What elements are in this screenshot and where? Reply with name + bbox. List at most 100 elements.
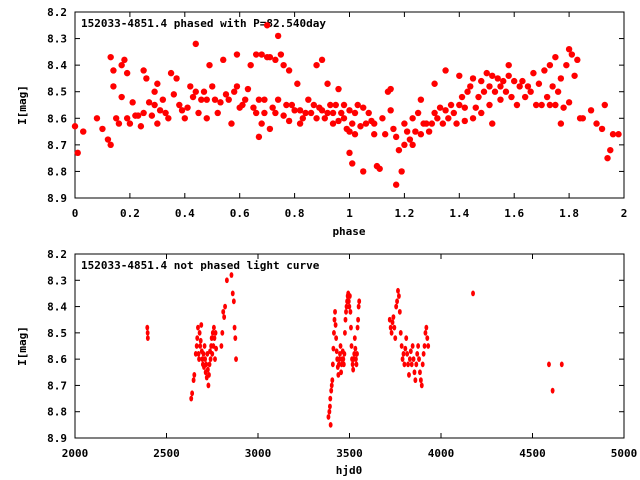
- data-point-phased: [313, 61, 320, 69]
- data-point-phased: [140, 109, 147, 117]
- data-point-phased: [360, 104, 367, 111]
- data-point-phased: [252, 51, 260, 58]
- data-point-raw: [233, 335, 238, 341]
- data-point-raw: [350, 361, 355, 368]
- data-point-phased: [351, 109, 359, 117]
- data-point-raw: [400, 356, 405, 363]
- chart-title-phased: 152033-4851.4 phased with P=82.540day: [81, 17, 326, 30]
- data-point-raw: [423, 329, 428, 336]
- data-point-raw: [210, 329, 215, 336]
- axis-ticks-phased: 0 0.2 0.4 0.6 0.8 1 1.2 1.4 1.6 1.8 2 8.2 8.3 8.4 8.5 8…: [47, 6, 627, 220]
- data-point-phased: [112, 115, 120, 122]
- data-point-phased: [154, 120, 161, 127]
- data-point-phased: [379, 115, 386, 122]
- data-point-phased: [239, 101, 246, 109]
- data-point-raw: [421, 351, 426, 357]
- data-point-phased: [489, 72, 496, 79]
- data-point-phased: [472, 104, 479, 111]
- data-point-phased: [478, 109, 485, 117]
- data-point-phased: [607, 146, 614, 154]
- data-point-raw: [201, 351, 206, 357]
- data-point-raw: [396, 287, 400, 294]
- y-tick-label-phased: 8.5: [47, 86, 67, 99]
- x-tick-label-phased: 1.4: [449, 207, 469, 220]
- data-point-phased: [104, 136, 112, 143]
- data-point-raw: [204, 361, 209, 368]
- data-point-phased: [524, 83, 532, 90]
- data-point-phased: [593, 120, 600, 127]
- data-point-phased: [480, 88, 488, 95]
- data-point-raw: [213, 329, 218, 336]
- data-point-phased: [266, 125, 274, 133]
- y-tick-label-raw: 8.3: [47, 274, 67, 287]
- data-point-raw: [333, 308, 337, 315]
- data-point-phased: [71, 123, 79, 130]
- data-point-raw: [330, 361, 335, 368]
- data-point-raw: [205, 366, 210, 373]
- data-point-phased: [417, 96, 425, 103]
- data-point-phased: [143, 75, 150, 82]
- data-point-phased: [371, 120, 378, 127]
- data-point-phased: [521, 93, 529, 101]
- data-point-raw: [388, 324, 393, 331]
- data-point-phased: [258, 51, 265, 58]
- data-point-raw: [349, 324, 353, 331]
- data-point-phased: [500, 77, 507, 85]
- data-point-phased: [170, 91, 178, 98]
- data-point-phased: [478, 77, 485, 85]
- data-point-raw: [195, 335, 200, 341]
- data-point-raw: [198, 343, 203, 349]
- data-point-raw: [220, 329, 225, 336]
- data-point-phased: [107, 53, 114, 61]
- data-point-phased: [505, 61, 512, 69]
- y-tick-label-phased: 8.3: [47, 33, 67, 46]
- data-point-phased: [406, 136, 414, 143]
- data-point-phased: [252, 109, 260, 117]
- axis-ticks-raw: 2000 2500 3000 3500 4000 4500 5000 8.2 8.3 8.4 8.5…: [47, 248, 637, 460]
- data-point-phased: [392, 133, 400, 141]
- data-point-raw: [193, 351, 198, 357]
- data-point-phased: [557, 120, 565, 127]
- y-axis-label-phased: I[mag]: [16, 85, 29, 125]
- data-point-phased: [296, 120, 304, 127]
- data-point-raw: [349, 343, 354, 349]
- data-point-raw: [550, 387, 555, 394]
- data-point-phased: [434, 115, 441, 122]
- data-point-phased: [181, 115, 188, 122]
- data-point-phased: [508, 93, 515, 101]
- data-point-phased: [423, 120, 430, 127]
- data-point-phased: [115, 120, 123, 127]
- data-point-phased: [222, 91, 230, 98]
- data-point-phased: [189, 93, 197, 101]
- data-point-phased: [436, 104, 444, 111]
- data-point-raw: [327, 408, 332, 415]
- data-point-phased: [214, 109, 221, 117]
- data-point-phased: [579, 115, 587, 122]
- data-point-phased: [327, 101, 334, 109]
- data-point-raw: [403, 345, 408, 352]
- data-point-raw: [336, 361, 341, 368]
- data-point-phased: [587, 107, 595, 114]
- data-point-phased: [277, 51, 285, 58]
- data-point-raw: [230, 290, 235, 297]
- data-point-raw: [425, 335, 430, 341]
- data-point-phased: [220, 56, 227, 64]
- data-point-phased: [376, 165, 383, 172]
- data-point-phased: [409, 115, 416, 122]
- data-point-phased: [118, 61, 125, 69]
- data-point-phased: [80, 128, 87, 135]
- data-point-phased: [340, 115, 348, 122]
- data-point-phased: [392, 181, 400, 188]
- y-axis-label-raw: I[mag]: [16, 326, 29, 366]
- x-tick-label-raw: 4500: [519, 447, 546, 460]
- data-point-phased: [574, 56, 581, 64]
- data-point-phased: [543, 93, 551, 101]
- data-point-raw: [329, 387, 334, 394]
- data-point-raw: [343, 316, 348, 323]
- data-point-phased: [442, 67, 449, 74]
- chart-phased: 152033-4851.4 phased with P=82.540day ph…: [16, 6, 627, 238]
- data-point-raw: [393, 335, 398, 341]
- data-point-raw: [394, 303, 399, 310]
- data-point-phased: [475, 93, 482, 101]
- data-point-phased: [288, 101, 296, 109]
